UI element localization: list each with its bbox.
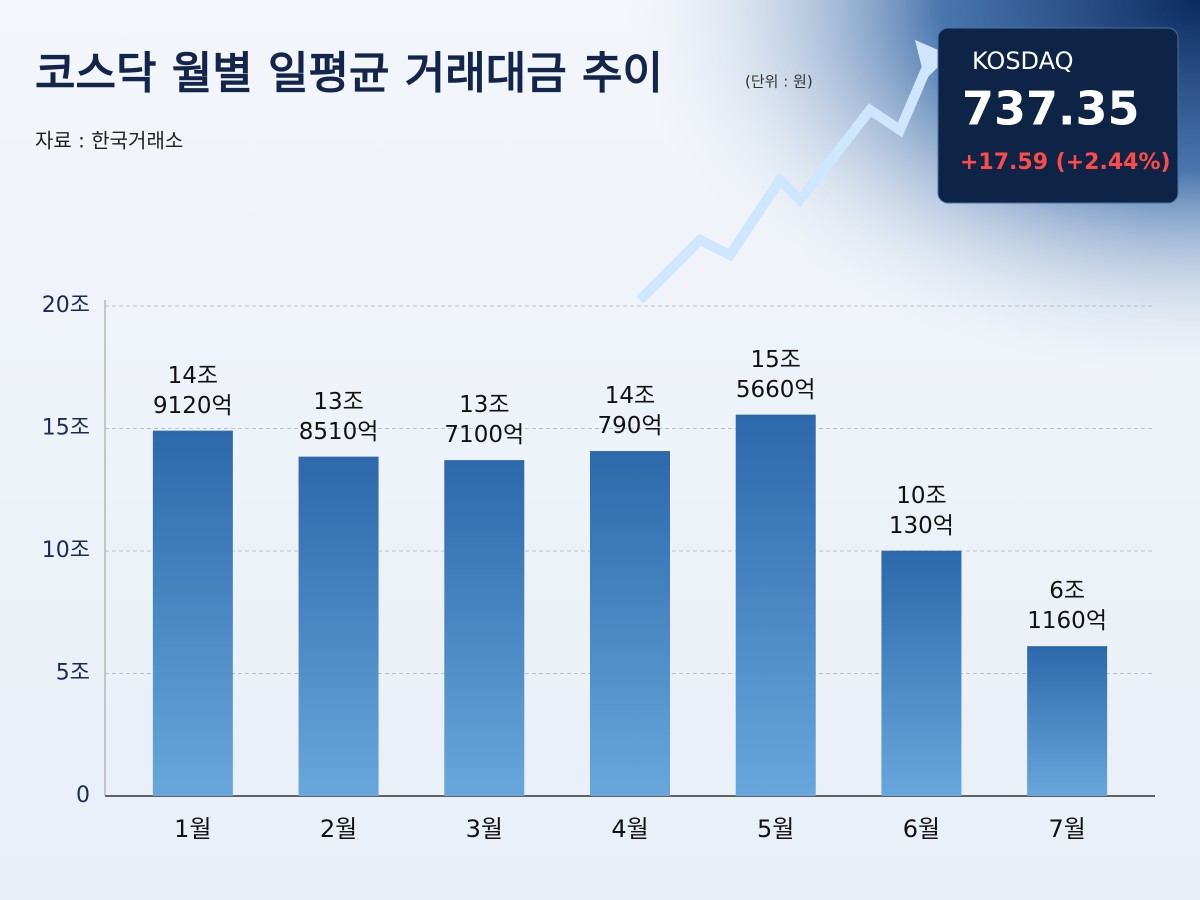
value-label: 14조 9120억	[152, 362, 233, 419]
y-tick-label: 15조	[42, 416, 90, 441]
y-tick-label: 5조	[56, 661, 90, 686]
source: 자료 : 한국거래소	[35, 129, 183, 153]
y-tick-label: 0	[76, 783, 90, 808]
ticker-change: +17.59 (+2.44%)	[960, 150, 1171, 175]
ticker-card	[937, 27, 1179, 204]
x-tick-label: 1월	[174, 815, 211, 843]
bar	[298, 456, 379, 796]
bar	[152, 430, 233, 796]
decor-arrowhead	[915, 40, 950, 80]
decor-arrow	[636, 58, 935, 304]
chart-title: 코스닥 월별 일평균 거래대금 추이	[35, 48, 663, 99]
bar	[735, 414, 816, 796]
x-tick-label: 4월	[611, 815, 648, 843]
x-tick-label: 3월	[466, 815, 503, 843]
unit-note: (단위 : 원)	[745, 73, 813, 91]
bar	[444, 460, 525, 796]
value-label: 13조 8510억	[298, 388, 379, 445]
bar	[590, 451, 670, 796]
value-label: 13조 7100억	[444, 392, 525, 449]
x-tick-label: 6월	[903, 815, 940, 843]
ticker-name: KOSDAQ	[972, 47, 1074, 75]
ticker-price: 737.35	[962, 82, 1140, 136]
bar	[881, 550, 962, 796]
x-tick-label: 5월	[757, 815, 794, 843]
bar	[1027, 646, 1108, 796]
value-label: 6조 1160억	[1027, 578, 1107, 635]
x-tick-label: 7월	[1048, 815, 1085, 843]
value-label: 14조 790억	[597, 383, 663, 440]
value-label: 15조 5660억	[735, 346, 816, 403]
y-tick-label: 10조	[42, 538, 90, 563]
x-tick-label: 2월	[320, 815, 357, 843]
value-label: 10조 130억	[888, 482, 954, 539]
y-tick-label: 20조	[42, 293, 90, 318]
